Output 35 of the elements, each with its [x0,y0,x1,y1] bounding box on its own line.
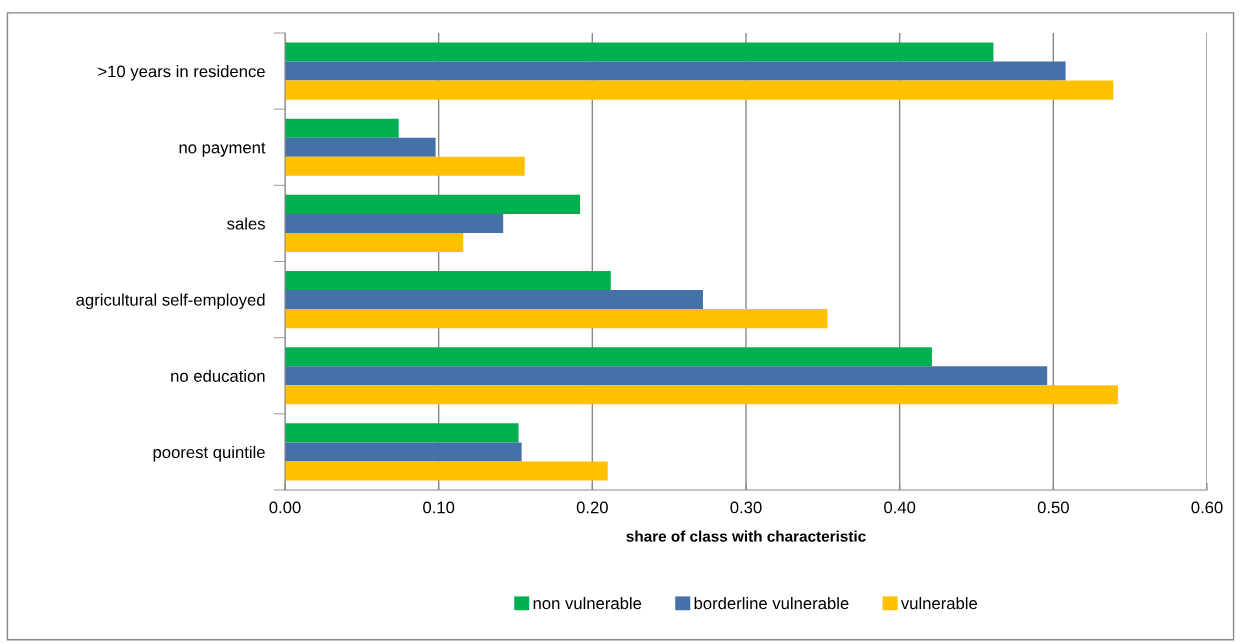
bar [285,309,828,329]
x-tick-label: 0.00 [269,501,301,514]
x-tick-label: 0.30 [730,501,762,514]
bar [285,271,611,291]
bar [285,423,519,443]
bar [285,461,608,481]
bar [285,137,436,157]
y-tick-label: poorest quintile [153,445,265,462]
legend-label: non vulnerable [533,596,642,610]
x-axis-title: share of class with characteristic [626,530,866,542]
legend-label: borderline vulnerable [694,596,849,610]
bar [285,232,464,252]
bar [285,347,932,367]
bar [285,442,522,462]
y-tick-label: no payment [179,142,266,157]
y-tick-label: agricultural self-employed [76,293,265,310]
x-tick-label: 0.40 [884,501,916,514]
bar [285,366,1048,386]
x-tick-label: 0.50 [1037,501,1069,514]
bar [285,290,703,310]
x-tick-label: 0.60 [1191,501,1223,514]
bar [285,156,525,176]
y-tick-label: sales [227,217,265,230]
bar [285,80,1114,100]
bar [285,61,1066,81]
y-tick-label: no education [171,369,265,382]
x-tick-label: 0.20 [576,501,608,514]
legend-label: vulnerable [900,596,978,610]
bar [285,42,994,62]
bar [285,213,504,233]
y-tick-label: >10 years in residence [98,65,265,81]
x-tick-label: 0.10 [423,501,455,514]
bar [285,385,1118,405]
bar [285,118,399,138]
bar [285,194,581,214]
